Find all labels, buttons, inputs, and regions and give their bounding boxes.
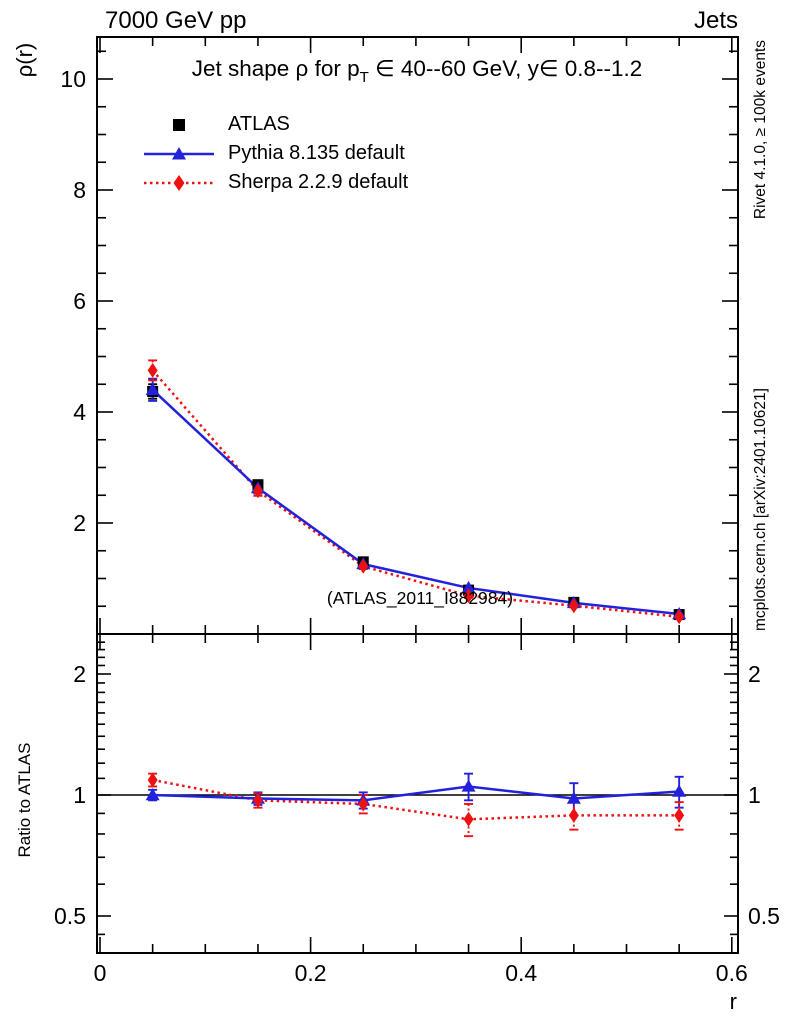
data-point-triangle [145, 788, 160, 801]
legend-marker-svg [173, 118, 185, 131]
legend-item-pythia: Pythia 8.135 default [143, 139, 408, 168]
legend-label-atlas: ATLAS [228, 113, 290, 135]
tick-label: 0.5 [54, 903, 86, 929]
data-point-diamond [674, 609, 685, 625]
data-point-diamond [674, 807, 685, 823]
plot-title-post: ∈ 40--60 GeV, y∈ 0.8--1.2 [369, 56, 643, 81]
data-point-diamond [147, 772, 158, 788]
data-point-diamond [358, 558, 369, 574]
plot-title-sub: T [360, 69, 369, 86]
tick-label: 0 [73, 635, 86, 661]
legend-label-sherpa: Sherpa 2.2.9 default [228, 171, 409, 193]
tick-label: 0.6 [716, 960, 748, 986]
data-point-triangle [145, 382, 160, 395]
ratio-y-axis-label: Ratio to ATLAS [15, 743, 34, 858]
ratio-series [145, 772, 687, 838]
header-analysis-label: Jets [694, 7, 738, 34]
legend-item-sherpa: Sherpa 2.2.9 default [143, 168, 408, 197]
plot-title: Jet shape ρ for pT ∈ 40--60 GeV, y∈ 0.8-… [192, 56, 643, 86]
data-point-triangle [566, 791, 581, 804]
tick-label: 2 [73, 510, 86, 536]
legend-marker-svg [144, 174, 214, 191]
tick-label: 4 [73, 399, 86, 425]
tick-label: 0.5 [748, 903, 780, 929]
data-point-triangle [461, 779, 476, 792]
legend-marker-svg [144, 146, 214, 159]
tick-label: 0.4 [505, 960, 537, 986]
data-point-triangle [461, 580, 476, 594]
sherpa-diamond-line-icon [143, 172, 215, 194]
tick-label: 2 [748, 661, 761, 687]
legend-item-atlas: ATLAS [143, 110, 408, 139]
tick-label: 8 [73, 177, 86, 203]
data-point-diamond [568, 598, 579, 614]
watermark-analysis-id: (ATLAS_2011_I882984) [327, 588, 513, 609]
tick-label: 10 [60, 66, 86, 92]
tick-label: 1 [73, 782, 86, 808]
data-point-diamond [463, 588, 474, 604]
data-point-diamond [252, 483, 263, 499]
tick-label: 0 [94, 960, 107, 986]
tick-label: 2 [73, 661, 86, 687]
header-beam-label: 7000 GeV pp [105, 7, 246, 34]
atlas-square-marker-icon [143, 114, 215, 136]
data-point-diamond [252, 792, 263, 808]
main-series [145, 359, 687, 625]
data-point-diamond [568, 807, 579, 823]
legend: ATLAS Pythia 8.135 default Sherpa 2.2.9 … [143, 110, 408, 197]
data-point-diamond [147, 362, 158, 378]
tick-label: 1 [748, 782, 761, 808]
pythia-triangle-line-icon [143, 143, 215, 165]
tick-label: 6 [73, 288, 86, 314]
data-point-diamond [358, 796, 369, 812]
legend-label-pythia: Pythia 8.135 default [228, 142, 405, 164]
data-point-diamond [463, 811, 474, 827]
main-y-axis-label: ρ(r) [12, 43, 37, 78]
tick-label: 0.2 [295, 960, 327, 986]
plot-title-pre: Jet shape ρ for p [192, 56, 360, 81]
x-axis-label: r [730, 989, 737, 1014]
side-note-mcplots: mcplots.cern.ch [arXiv:2401.10621] [752, 388, 769, 631]
side-note-rivet: Rivet 4.1.0, ≥ 100k events [752, 40, 769, 219]
data-point-triangle [672, 784, 687, 797]
